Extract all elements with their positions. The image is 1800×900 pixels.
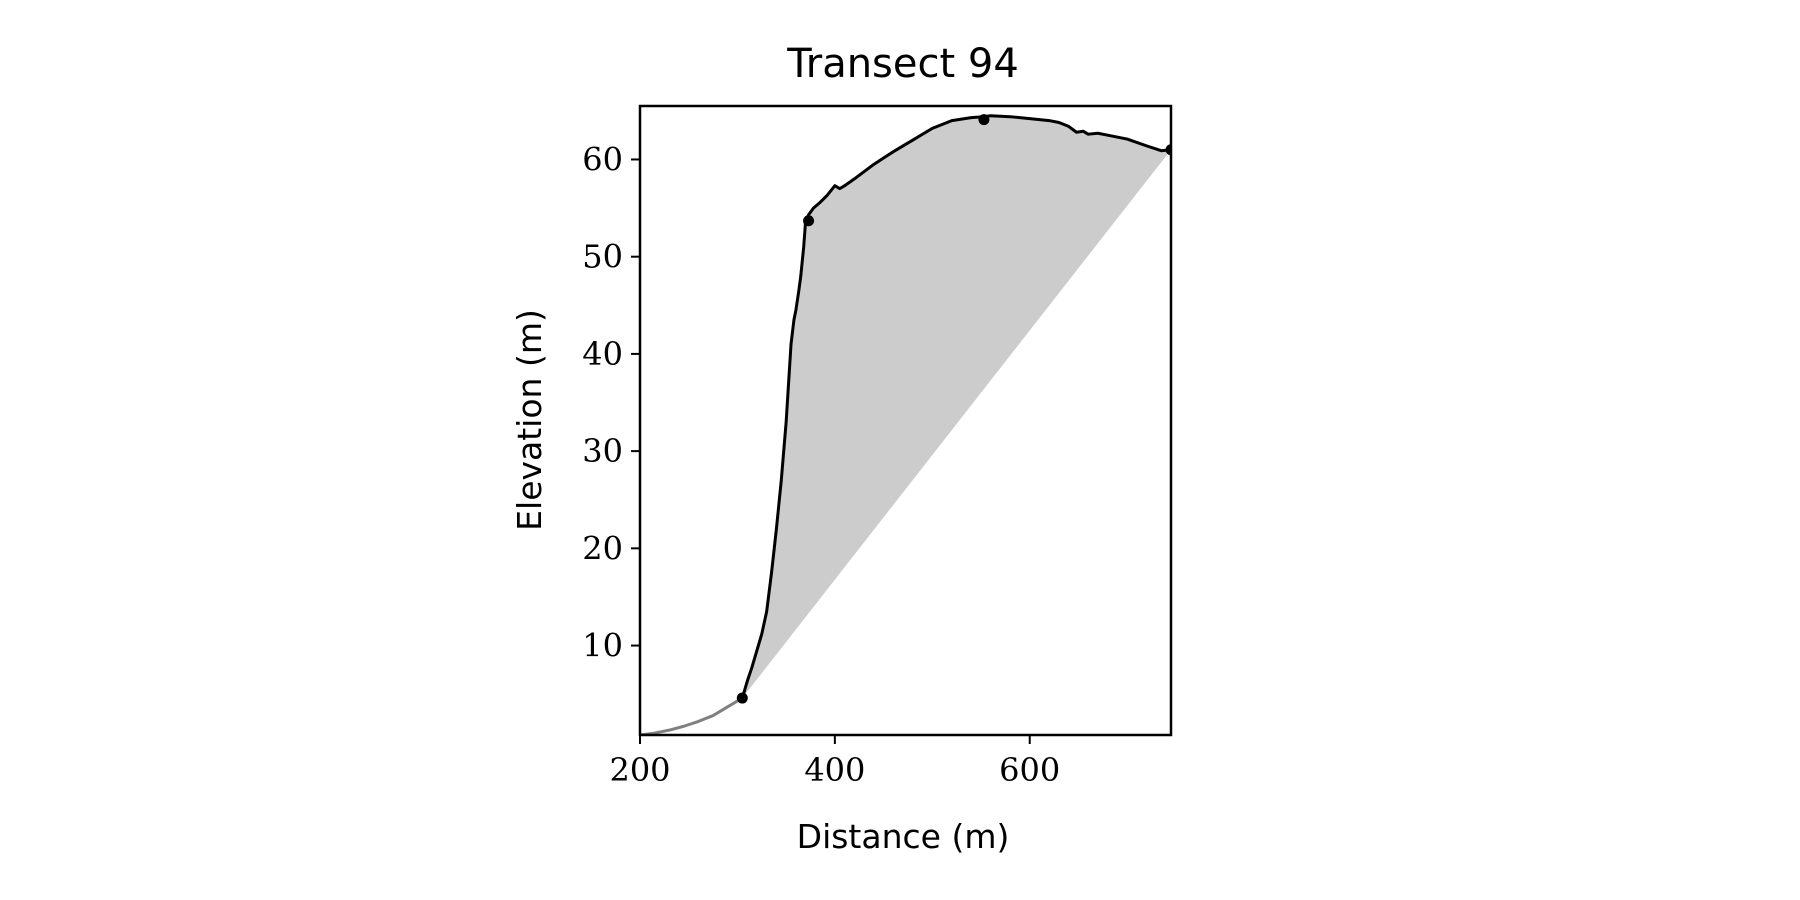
profile-marker-4: [1165, 144, 1171, 156]
profile-marker-3: [978, 114, 990, 126]
y-tick-label: 20: [582, 529, 623, 567]
plot-area: [640, 114, 1171, 735]
axis-ticks: 200 400 600 10 20 30 40 50 60: [582, 140, 1060, 789]
x-tick-label: 200: [609, 751, 670, 789]
y-tick-label: 40: [582, 335, 623, 373]
profile-marker-2: [803, 215, 815, 227]
y-tick-label: 30: [582, 432, 623, 470]
x-tick-label: 400: [804, 751, 865, 789]
profile-fill-area: [742, 115, 1171, 699]
x-axis-label: Distance (m): [797, 817, 1010, 856]
y-tick-label: 10: [582, 627, 623, 665]
y-tick-label: 60: [582, 140, 623, 178]
x-tick-label: 600: [999, 751, 1060, 789]
profile-line: [740, 114, 1171, 699]
toe-segment-line: [640, 696, 744, 735]
y-tick-label: 50: [582, 238, 623, 276]
profile-marker-1: [736, 692, 748, 704]
chart-title: Transect 94: [786, 41, 1019, 87]
plot-frame: [638, 104, 1173, 737]
y-axis-label: Elevation (m): [510, 309, 549, 531]
